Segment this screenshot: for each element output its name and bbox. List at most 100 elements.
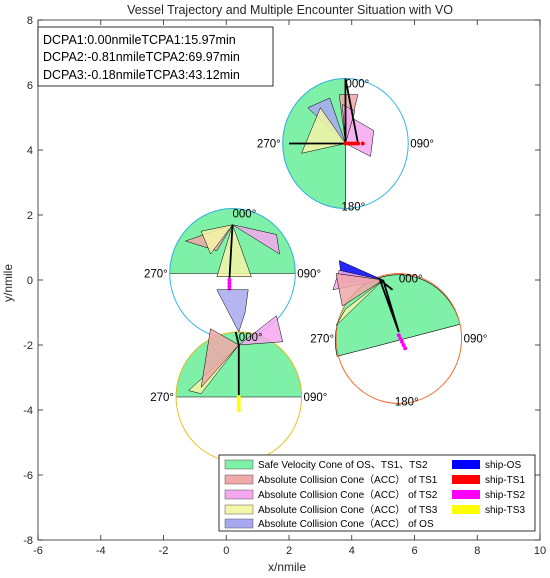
collision-cone (335, 273, 384, 307)
heading-label-000: 000° (233, 209, 257, 221)
legend-label: ship-OS (485, 460, 521, 471)
legend-label: ship-TS2 (485, 490, 525, 501)
heading-label-000: 000° (345, 79, 369, 91)
ship-point (343, 141, 348, 146)
x-axis-label: x/nmile (268, 560, 306, 574)
collision-cone (216, 223, 252, 277)
ship-point (227, 278, 232, 282)
annotation-dcpa2: DCPA2:-0.81nmileTCPA2:69.97min (43, 50, 240, 64)
y-tick-label: 6 (27, 80, 33, 92)
ship-point (352, 141, 357, 146)
legend-entry-acc-ts3: Absolute Collision Cone（ACC） of TS3 (224, 504, 438, 516)
legend-swatch (224, 504, 254, 515)
ship-point (236, 401, 241, 406)
collision-cone (301, 107, 346, 154)
ship-point (346, 141, 351, 146)
ship-track (378, 277, 400, 333)
y-tick-label: 4 (27, 145, 33, 157)
ship-track (228, 224, 234, 281)
legend-swatch (224, 489, 254, 500)
range-ring (335, 273, 463, 404)
legend-swatch (224, 474, 254, 485)
x-tick-label: 4 (349, 545, 355, 557)
heading-label-090: 090° (464, 334, 488, 346)
ship-point (396, 333, 401, 338)
legend-swatch (224, 459, 254, 470)
legend-label: Absolute Collision Cone（ACC） of TS2 (258, 489, 438, 501)
heading-label-180: 180° (341, 202, 365, 214)
ship-point (227, 284, 232, 289)
x-tick-label: -6 (33, 545, 43, 557)
collision-cone (200, 328, 240, 389)
collision-cone (237, 315, 284, 346)
heading-label-090: 090° (304, 392, 328, 404)
x-tick-label: -2 (159, 545, 169, 557)
y-axis-label: y/nmile (1, 264, 15, 302)
legend-entry-acc-os: Absolute Collision Cone（ACC） of OS (224, 518, 434, 530)
encounter-right: 000° 090° 180° 270° (310, 260, 488, 409)
y-tick-label: -4 (23, 405, 33, 417)
collision-cone (232, 224, 280, 255)
heading-label-270: 270° (310, 334, 334, 346)
heading-label-090: 090° (410, 139, 434, 151)
heading-label-090: 090° (297, 269, 321, 281)
plot-area: -6 -4 -2 0 2 4 6 8 10-8-6-4-202468000°090°180°27… (23, 15, 546, 557)
legend-swatch (452, 475, 480, 484)
ship-point (236, 398, 241, 403)
legend-entry-ship-ts3: ship-TS3 (452, 505, 525, 516)
collision-cone (216, 289, 249, 333)
ship-point (236, 395, 241, 399)
legend-label: ship-TS1 (485, 475, 525, 486)
heading-label-270: 270° (150, 392, 174, 404)
ship-track (289, 78, 359, 145)
y-tick-label: -6 (23, 470, 33, 482)
legend-label: Absolute Collision Cone（ACC） of OS (258, 518, 434, 530)
legend-entry-acc-ts2: Absolute Collision Cone（ACC） of TS2 (224, 489, 438, 501)
legend: Safe Velocity Cone of OS、TS1、TS2 Absolut… (218, 454, 536, 532)
heading-label-000: 000° (239, 332, 263, 344)
x-tick-label: -4 (96, 545, 106, 557)
heading-label-180: 180° (395, 397, 419, 409)
legend-entry-safe-cone: Safe Velocity Cone of OS、TS1、TS2 (224, 459, 428, 471)
x-tick-label: 6 (411, 545, 417, 557)
collision-cone (200, 224, 234, 255)
ship-point (398, 336, 403, 341)
encounter-middle-left: 000°090°180°270° (144, 208, 321, 344)
heading-label-270: 270° (144, 269, 168, 281)
legend-label: Absolute Collision Cone（ACC） of TS1 (258, 474, 438, 486)
legend-entry-acc-ts1: Absolute Collision Cone（ACC） of TS1 (224, 474, 438, 486)
encounter-bottom: 000°090°180°270° (150, 289, 328, 467)
legend-label: Safe Velocity Cone of OS、TS1、TS2 (258, 460, 428, 471)
ship-point (236, 408, 241, 412)
collision-cone (335, 279, 384, 326)
ship-track (234, 331, 240, 397)
legend-entry-ship-ts1: ship-TS1 (452, 475, 525, 486)
ship-point (236, 404, 241, 409)
heading-label-000: 000° (399, 274, 423, 286)
x-tick-label: 8 (474, 545, 480, 557)
legend-swatch (452, 490, 480, 499)
x-tick-label: 10 (534, 545, 546, 557)
legend-swatch (452, 460, 480, 469)
x-tick-label: 0 (223, 545, 229, 557)
ship-point (349, 141, 354, 146)
encounter-top: 000° 090° 180° 270° (257, 78, 434, 214)
y-tick-label: 2 (27, 210, 33, 222)
chart-title: Vessel Trajectory and Multiple Encounter… (127, 3, 453, 17)
legend-label: Absolute Collision Cone（ACC） of TS3 (258, 504, 438, 516)
ship-point (227, 281, 232, 286)
legend-swatch (452, 505, 480, 514)
x-tick-label: 2 (286, 545, 292, 557)
ship-point (356, 141, 361, 146)
legend-label: ship-TS3 (485, 505, 525, 516)
y-tick-label: 8 (27, 15, 33, 27)
dcpa-annotation-box: DCPA1:0.00nmileTCPA1:15.97min DCPA2:-0.8… (37, 26, 274, 87)
legend-swatch (224, 518, 254, 529)
y-tick-label: -8 (23, 535, 33, 547)
legend-entry-ship-ts2: ship-TS2 (452, 490, 525, 501)
ship-point (401, 343, 406, 347)
y-tick-label: 0 (27, 275, 33, 287)
legend-entry-ship-os: ship-OS (452, 460, 521, 471)
y-tick-label: -2 (23, 340, 33, 352)
